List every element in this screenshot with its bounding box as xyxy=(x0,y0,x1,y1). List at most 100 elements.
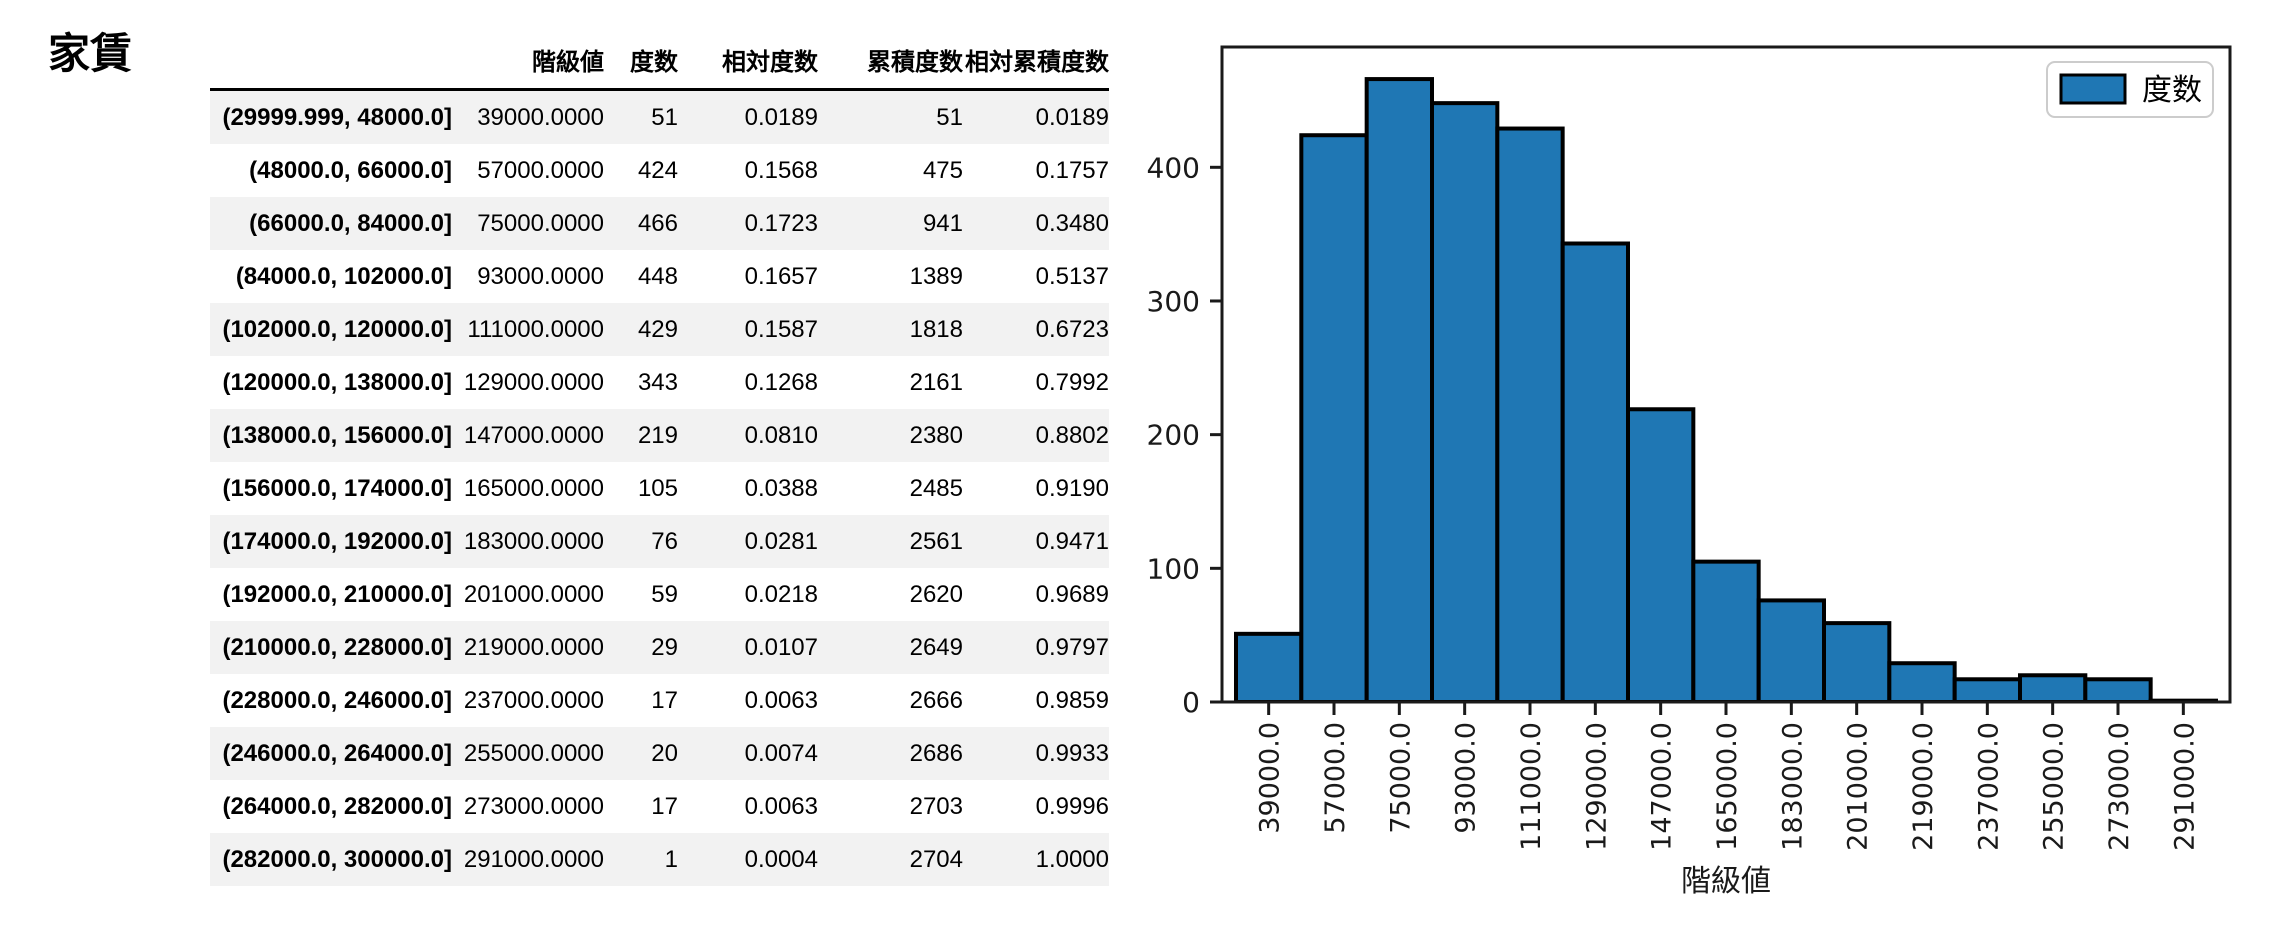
cell-rel-frequency: 0.0063 xyxy=(744,686,818,714)
cell-class-value: 237000.0000 xyxy=(463,686,604,714)
x-tick-label: 201000.0 xyxy=(1843,722,1874,851)
cell-cum-frequency: 2686 xyxy=(909,739,963,767)
row-bin-label: (138000.0, 156000.0] xyxy=(222,421,452,449)
cell-rel-frequency: 0.0004 xyxy=(744,845,818,873)
histogram-chart: 0 100 200 300 400 39000.0 57000.0 75000.0 93000.… xyxy=(1147,45,2232,899)
histogram-bar xyxy=(1887,661,1957,702)
cell-rel-frequency: 0.1268 xyxy=(744,368,818,396)
cell-rel-cum-frequency: 0.7992 xyxy=(1035,368,1109,396)
x-tick-label: 255000.0 xyxy=(2039,722,2070,851)
histogram-bar xyxy=(1560,241,1631,702)
cell-class-value: 183000.0000 xyxy=(463,527,604,555)
cell-rel-cum-frequency: 0.5137 xyxy=(1035,262,1109,290)
cell-frequency: 76 xyxy=(651,527,678,555)
histogram-bar xyxy=(1822,621,1892,702)
cell-frequency: 424 xyxy=(637,156,678,184)
table-row: (29999.999, 48000.0] 39000.0000 51 0.0189 51… xyxy=(210,89,1109,144)
cell-class-value: 57000.0000 xyxy=(477,156,604,184)
col-header-frequency: 度数 xyxy=(630,48,678,76)
cell-frequency: 51 xyxy=(651,103,678,131)
cell-cum-frequency: 2703 xyxy=(909,792,963,820)
table-row: (66000.0, 84000.0] 75000.0000 466 0.1723 941… xyxy=(210,197,1109,250)
table-title: 家賃 xyxy=(48,30,133,77)
row-bin-label: (210000.0, 228000.0] xyxy=(222,633,452,661)
row-bin-label: (174000.0, 192000.0] xyxy=(222,527,452,555)
x-tick-label: 219000.0 xyxy=(1908,722,1939,851)
x-tick-label: 93000.0 xyxy=(1451,722,1482,834)
cell-cum-frequency: 2380 xyxy=(909,421,963,449)
cell-cum-frequency: 2666 xyxy=(909,686,963,714)
cell-rel-cum-frequency: 0.3480 xyxy=(1035,209,1109,237)
table-row: (120000.0, 138000.0] 129000.0000 343 0.1268… xyxy=(210,356,1109,409)
cell-frequency: 59 xyxy=(651,580,678,608)
cell-class-value: 111000.0000 xyxy=(467,315,604,343)
table-body: (29999.999, 48000.0] 39000.0000 51 0.0189 51… xyxy=(210,89,1109,886)
y-tick-label: 400 xyxy=(1147,151,1200,184)
cell-rel-cum-frequency: 0.8802 xyxy=(1035,421,1109,449)
cell-cum-frequency: 1818 xyxy=(909,315,963,343)
cell-frequency: 1 xyxy=(664,845,678,873)
cell-frequency: 105 xyxy=(637,474,678,502)
histogram-bar xyxy=(2018,673,2088,702)
row-bin-label: (156000.0, 174000.0] xyxy=(222,474,452,502)
cell-frequency: 448 xyxy=(637,262,678,290)
cell-rel-frequency: 0.0107 xyxy=(744,633,818,661)
cell-frequency: 17 xyxy=(651,792,678,820)
cell-class-value: 165000.0000 xyxy=(463,474,604,502)
cell-rel-frequency: 0.0218 xyxy=(744,580,818,608)
col-header-rel-frequency: 相対度数 xyxy=(722,48,818,76)
histogram-bar xyxy=(1234,631,1304,702)
cell-rel-cum-frequency: 0.9190 xyxy=(1035,474,1109,502)
row-bin-label: (120000.0, 138000.0] xyxy=(222,368,452,396)
table-header: 階級値 度数 相対度数 累積度数 相対累積度数 xyxy=(210,30,1109,90)
cell-cum-frequency: 1389 xyxy=(909,262,963,290)
row-bin-label: (246000.0, 264000.0] xyxy=(222,739,452,767)
table-row: (264000.0, 282000.0] 273000.0000 17 0.0063 2… xyxy=(210,780,1109,833)
cell-frequency: 29 xyxy=(651,633,678,661)
cell-cum-frequency: 475 xyxy=(922,156,963,184)
legend-swatch xyxy=(2059,73,2127,105)
cell-rel-frequency: 0.0810 xyxy=(744,421,818,449)
cell-rel-cum-frequency: 0.9797 xyxy=(1035,633,1109,661)
table-row: (228000.0, 246000.0] 237000.0000 17 0.0063 2… xyxy=(210,674,1109,727)
x-tick-label: 111000.0 xyxy=(1516,722,1547,851)
cell-frequency: 466 xyxy=(637,209,678,237)
row-bin-label: (84000.0, 102000.0] xyxy=(235,262,452,290)
histogram-bar xyxy=(1299,133,1369,702)
table-row: (210000.0, 228000.0] 219000.0000 29 0.0107 2… xyxy=(210,621,1109,674)
histogram-bar xyxy=(1952,677,2022,702)
index-column-header xyxy=(210,30,452,90)
row-bin-label: (282000.0, 300000.0] xyxy=(222,845,452,873)
x-tick-label: 183000.0 xyxy=(1777,722,1808,851)
table-row: (156000.0, 174000.0] 165000.0000 105 0.0388… xyxy=(210,462,1109,515)
row-bin-label: (29999.999, 48000.0] xyxy=(222,103,452,131)
cell-rel-frequency: 0.1723 xyxy=(744,209,818,237)
cell-frequency: 17 xyxy=(651,686,678,714)
table-row: (246000.0, 264000.0] 255000.0000 20 0.0074 2… xyxy=(210,727,1109,780)
x-tick-label: 165000.0 xyxy=(1712,722,1743,851)
x-tick-label: 75000.0 xyxy=(1385,722,1416,834)
cell-cum-frequency: 51 xyxy=(936,103,963,131)
y-tick-label: 200 xyxy=(1147,419,1200,452)
table-row: (174000.0, 192000.0] 183000.0000 76 0.0281 2… xyxy=(210,515,1109,568)
cell-rel-frequency: 0.0281 xyxy=(744,527,818,555)
table-row: (102000.0, 120000.0] 111000.0000 429 0.1587… xyxy=(210,303,1109,356)
frequency-table: 階級値 度数 相対度数 累積度数 相対累積度数 (29999.999, 4800… xyxy=(210,30,1109,886)
histogram-bars xyxy=(1234,77,2218,702)
y-tick-label: 100 xyxy=(1147,552,1200,585)
x-tick-label: 39000.0 xyxy=(1255,722,1286,834)
table-row: (48000.0, 66000.0] 57000.0000 424 0.1568 475… xyxy=(210,144,1109,197)
col-header-cum-frequency: 累積度数 xyxy=(867,48,963,76)
histogram-bar xyxy=(1691,559,1761,702)
cell-rel-cum-frequency: 0.9689 xyxy=(1035,580,1109,608)
histogram-bar xyxy=(2083,677,2153,702)
legend-label: 度数 xyxy=(2142,73,2202,108)
col-header-rel-cum-frequency: 相対累積度数 xyxy=(965,48,1109,76)
cell-frequency: 219 xyxy=(637,421,678,449)
cell-rel-cum-frequency: 0.9996 xyxy=(1035,792,1109,820)
row-bin-label: (264000.0, 282000.0] xyxy=(222,792,452,820)
x-tick-label: 147000.0 xyxy=(1647,722,1678,851)
row-bin-label: (48000.0, 66000.0] xyxy=(249,156,452,184)
cell-cum-frequency: 2485 xyxy=(909,474,963,502)
